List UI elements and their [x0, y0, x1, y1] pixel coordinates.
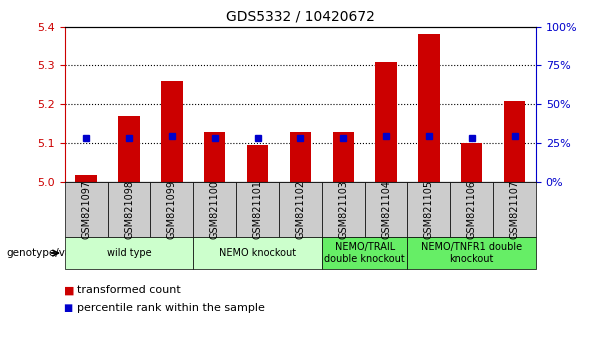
Text: GSM821105: GSM821105: [424, 180, 434, 239]
Text: wild type: wild type: [107, 248, 151, 258]
Text: GSM821100: GSM821100: [210, 180, 220, 239]
Title: GDS5332 / 10420672: GDS5332 / 10420672: [226, 10, 375, 24]
Text: NEMO/TNFR1 double
knockout: NEMO/TNFR1 double knockout: [421, 242, 522, 264]
Text: GSM821107: GSM821107: [509, 180, 519, 239]
Bar: [375, 62, 397, 182]
Text: GSM821104: GSM821104: [381, 180, 391, 239]
Text: NEMO knockout: NEMO knockout: [219, 248, 296, 258]
Text: GSM821103: GSM821103: [338, 180, 348, 239]
Bar: [204, 132, 226, 182]
Text: NEMO/TRAIL
double knockout: NEMO/TRAIL double knockout: [325, 242, 405, 264]
Text: GSM821097: GSM821097: [81, 180, 91, 239]
Text: genotype/variation: genotype/variation: [6, 248, 105, 258]
Bar: [418, 34, 439, 182]
Text: GSM821106: GSM821106: [466, 180, 477, 239]
Bar: [290, 132, 311, 182]
Bar: [247, 145, 268, 182]
Bar: [333, 132, 354, 182]
Bar: [504, 101, 525, 182]
Bar: [161, 81, 183, 182]
Text: GSM821101: GSM821101: [253, 180, 263, 239]
Text: ■: ■: [64, 303, 73, 313]
Text: GSM821098: GSM821098: [124, 180, 134, 239]
Text: transformed count: transformed count: [77, 285, 180, 295]
Text: GSM821099: GSM821099: [167, 180, 177, 239]
Bar: [118, 116, 140, 182]
Text: percentile rank within the sample: percentile rank within the sample: [77, 303, 264, 313]
Text: GSM821102: GSM821102: [296, 180, 305, 239]
Text: ■: ■: [64, 285, 74, 295]
Bar: [75, 175, 97, 182]
Bar: [461, 143, 482, 182]
